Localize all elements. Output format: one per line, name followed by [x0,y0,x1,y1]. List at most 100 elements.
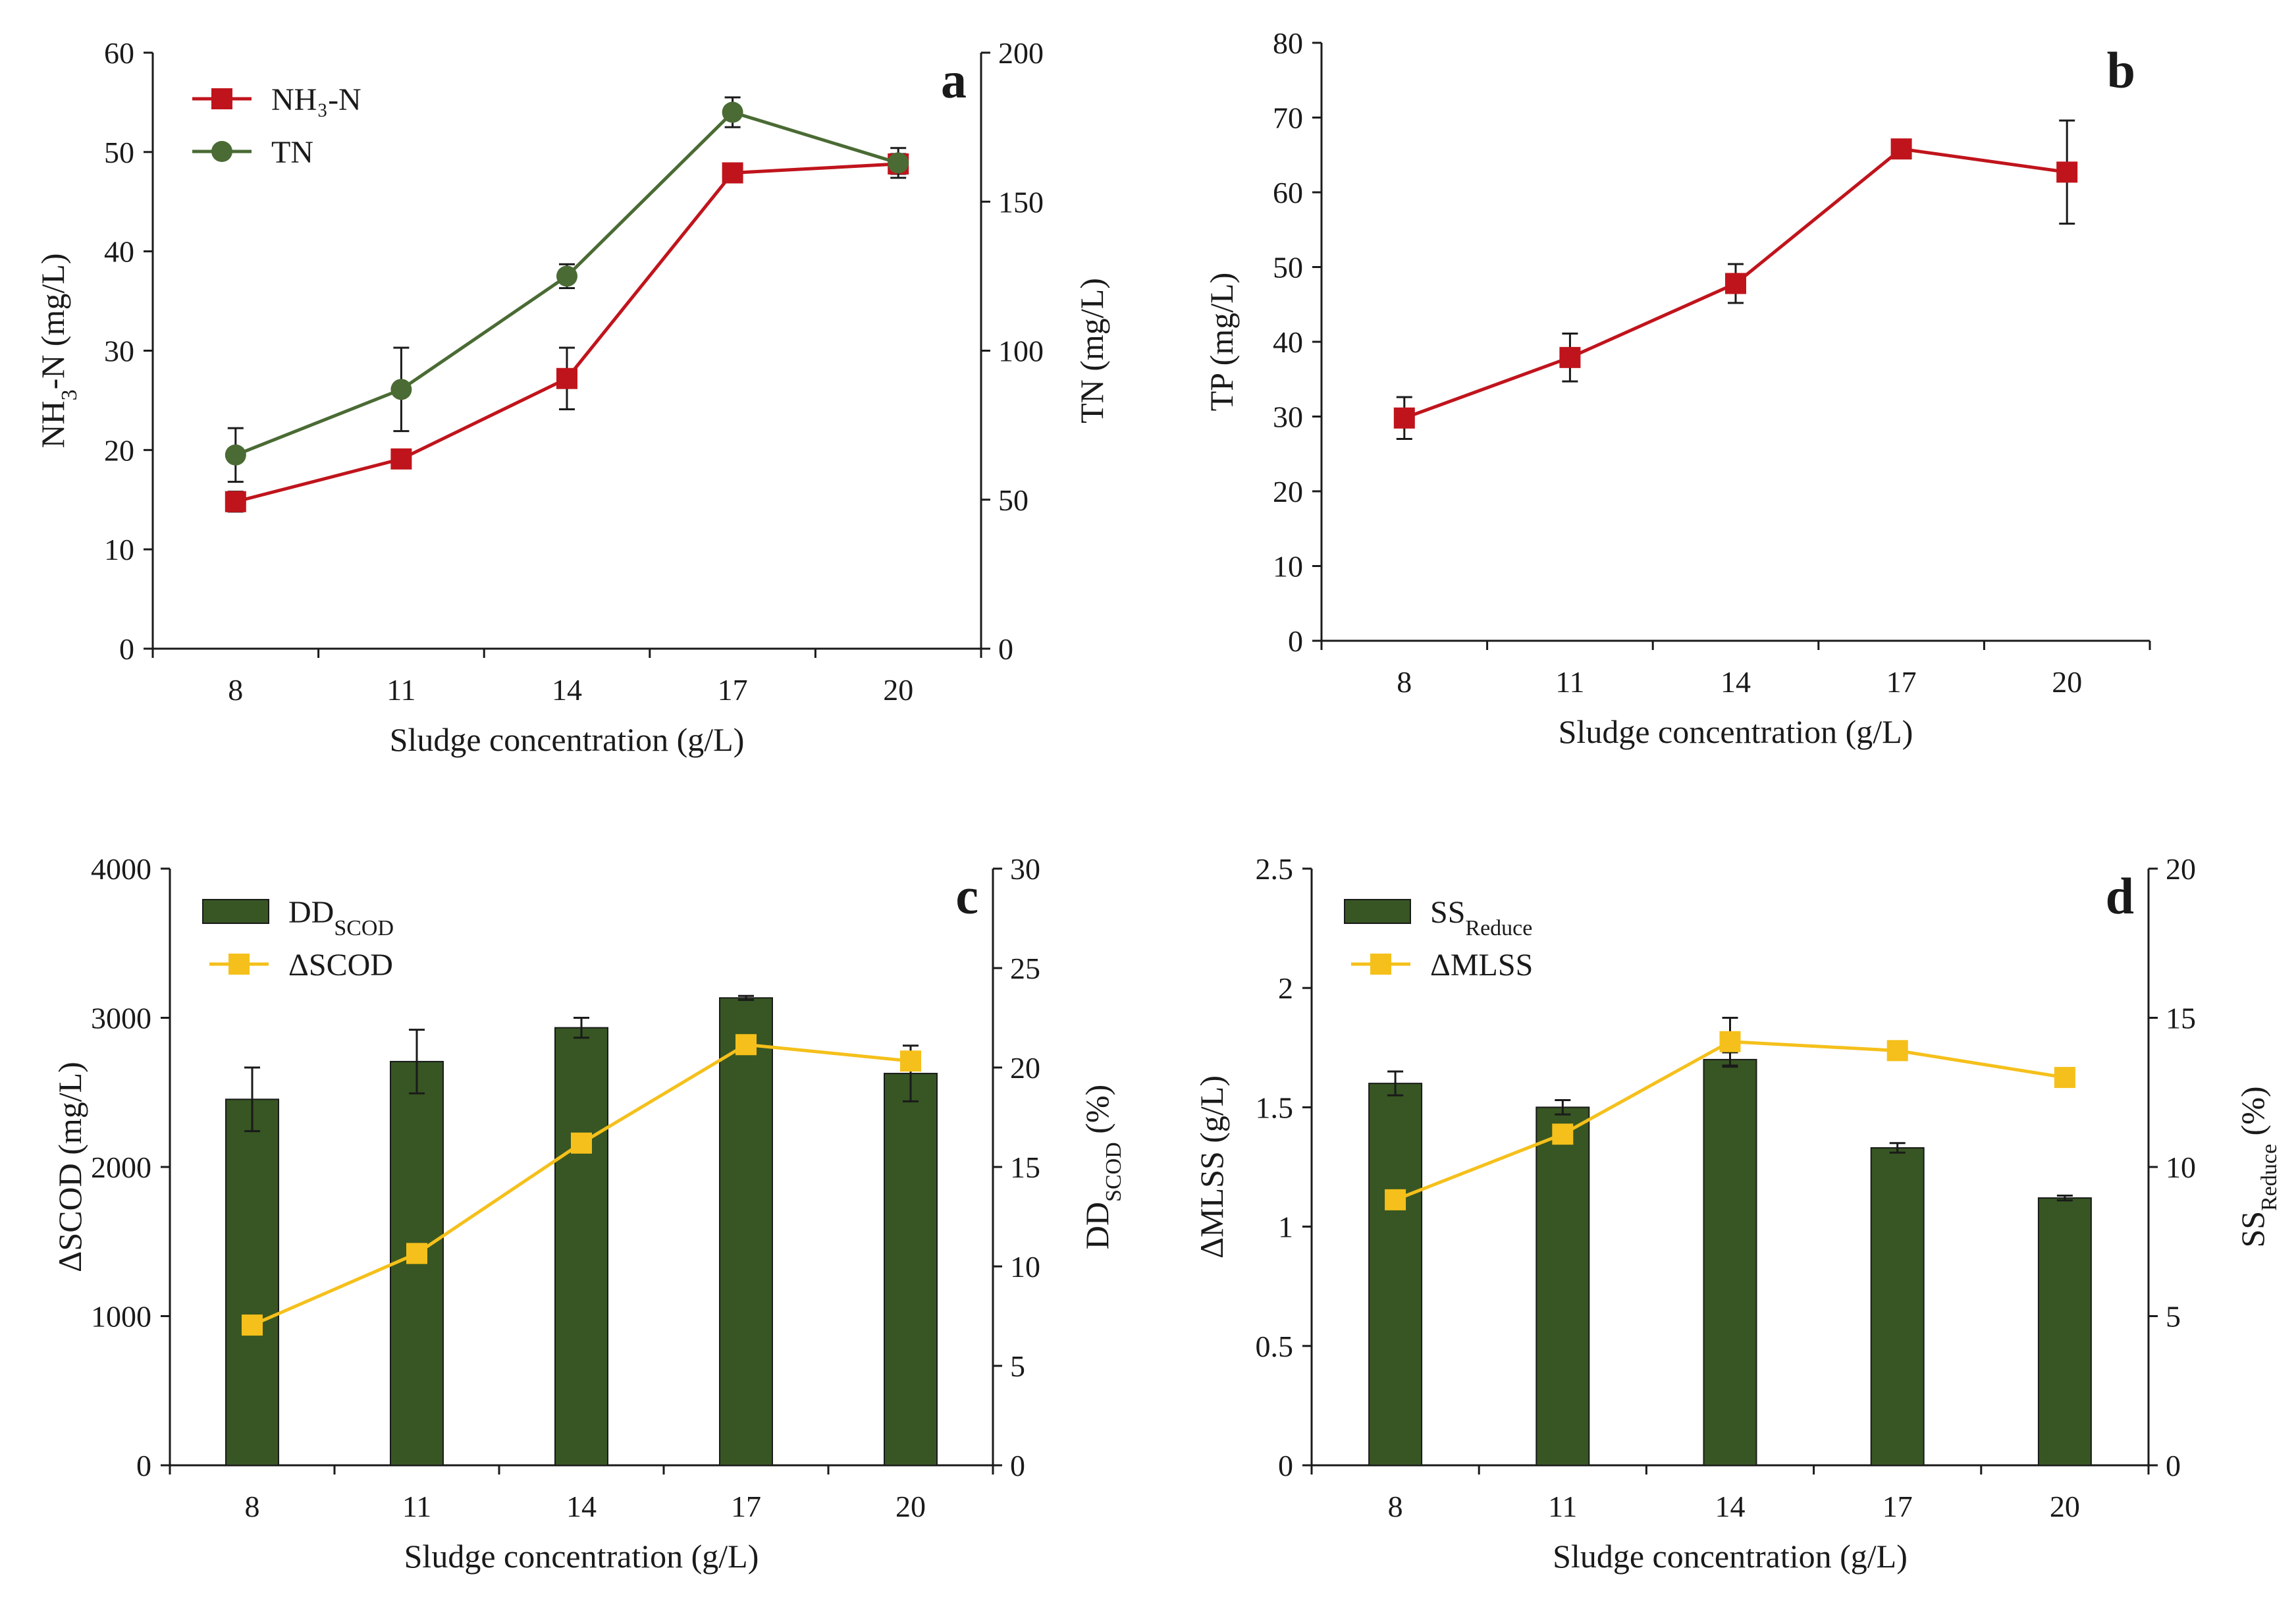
x-tick-label: 20 [2050,1490,2080,1523]
x-tick-label: 14 [1721,665,1751,699]
x-tick-label: 11 [387,673,415,707]
y2-axis-title: DDSCOD (%) [1079,1085,1126,1249]
y-tick-label: 1000 [91,1300,151,1334]
point-NH₃-N [225,491,246,512]
panel-letter: c [955,867,978,925]
point-ΔSCOD [735,1034,757,1056]
legend-marker [1370,954,1391,975]
y-tick-label: 50 [104,136,134,169]
legend-label-part-1: SCOD [334,916,394,940]
y2-tick-label: 150 [998,185,1044,219]
y2-tick-label: 100 [998,335,1044,368]
y-tick-label: 4000 [91,852,151,886]
y-axis-title-part-2: -N (mg/L) [34,253,71,389]
bar-DD_SCOD [884,1073,938,1467]
y2-tick-label: 10 [2166,1150,2196,1184]
x-axis-title: Sludge concentration (g/L) [1553,1538,1908,1575]
point-TN [556,265,577,287]
y2-axis-title-part-2: (%) [2234,1086,2271,1143]
x-tick-label: 17 [1882,1490,1913,1523]
x-tick-label: 17 [1886,665,1917,699]
legend-label-part-0: SS [1430,895,1465,930]
point-TN [390,379,412,400]
y2-axis-title: TN (mg/L) [1073,278,1110,423]
legend-label-part-0: DD [288,895,334,930]
legend-swatch-bar [1344,899,1411,924]
y-tick-label: 1 [1278,1210,1293,1244]
bar-SS_Reduce [1368,1083,1423,1467]
legend-marker [211,141,232,162]
point-ΔMLSS [2054,1067,2075,1089]
x-tick-label: 17 [718,673,748,707]
bar-DD_SCOD [554,1027,608,1466]
point-TP [1890,138,1912,160]
legend-label-part-1: Reduce [1465,916,1532,940]
y-tick-label: 40 [104,235,134,269]
bar-SS_Reduce [1870,1147,1925,1467]
x-tick-label: 20 [883,673,913,707]
bar-SS_Reduce [1535,1106,1590,1466]
legend-marker [228,954,250,975]
legend-label: ΔMLSS [1430,948,1533,983]
legend-marker [211,88,232,109]
point-ΔSCOD [900,1050,921,1072]
point-ΔMLSS [1886,1040,1908,1062]
panel-letter: a [941,51,967,109]
y-tick-label: 0 [1288,624,1303,658]
point-ΔSCOD [242,1314,263,1336]
y-tick-label: 10 [104,533,134,566]
bar-DD_SCOD [719,997,773,1467]
legend-swatch-bar [202,899,269,924]
point-ΔMLSS [1385,1189,1406,1210]
y-tick-label: 3000 [91,1002,151,1035]
y-tick-label: 0 [119,632,134,666]
y2-axis-title-part-2: (%) [1079,1085,1115,1142]
point-TP [1393,407,1415,429]
y2-tick-label: 0 [998,632,1013,666]
y-axis-title: ΔMLSS (g/L) [1193,1075,1230,1259]
x-tick-label: 14 [1715,1490,1746,1523]
y2-tick-label: 10 [1010,1250,1040,1284]
y-tick-label: 1.5 [1256,1091,1294,1124]
y-tick-label: 2.5 [1256,852,1294,886]
y2-tick-label: 15 [2166,1002,2196,1035]
point-TN [225,444,246,466]
y-tick-label: 10 [1273,550,1303,583]
x-tick-label: 8 [1397,665,1412,699]
legend-label: SSReduce [1430,895,1532,940]
panel-letter: d [2106,867,2134,925]
point-TP [1559,346,1581,368]
y-tick-label: 0 [136,1449,151,1482]
bar-SS_Reduce [1703,1058,1757,1467]
legend-label: DDSCOD [288,895,394,940]
y-tick-label: 2 [1278,971,1293,1005]
y2-tick-label: 20 [2166,852,2196,886]
x-axis-title: Sludge concentration (g/L) [404,1538,759,1575]
y2-tick-label: 30 [1010,852,1040,886]
y2-axis-title-part-1: SCOD [1102,1142,1126,1202]
point-TN [722,101,743,123]
y2-tick-label: 5 [1010,1349,1025,1383]
point-NH₃-N [722,162,743,184]
legend-label: TN [271,135,313,170]
x-tick-label: 20 [2052,665,2082,699]
point-NH₃-N [390,448,412,470]
point-TP [1725,273,1746,294]
y2-axis-title-part-1: Reduce [2257,1144,2282,1211]
y2-axis-title-part-0: DD [1079,1202,1115,1249]
point-ΔSCOD [571,1132,592,1154]
y-axis-title-part-1: 3 [57,389,82,400]
point-ΔSCOD [406,1243,427,1264]
x-tick-label: 8 [245,1490,260,1523]
y-tick-label: 30 [104,335,134,368]
y-tick-label: 2000 [91,1150,151,1184]
y-tick-label: 80 [1273,26,1303,60]
y2-tick-label: 200 [998,36,1044,70]
legend-label-part-0: ΔSCOD [288,948,393,983]
y-tick-label: 60 [104,36,134,70]
point-ΔMLSS [1552,1123,1574,1145]
y-tick-label: 20 [1273,475,1303,508]
y-axis-title: TP (mg/L) [1203,273,1240,412]
point-TN [888,152,909,174]
